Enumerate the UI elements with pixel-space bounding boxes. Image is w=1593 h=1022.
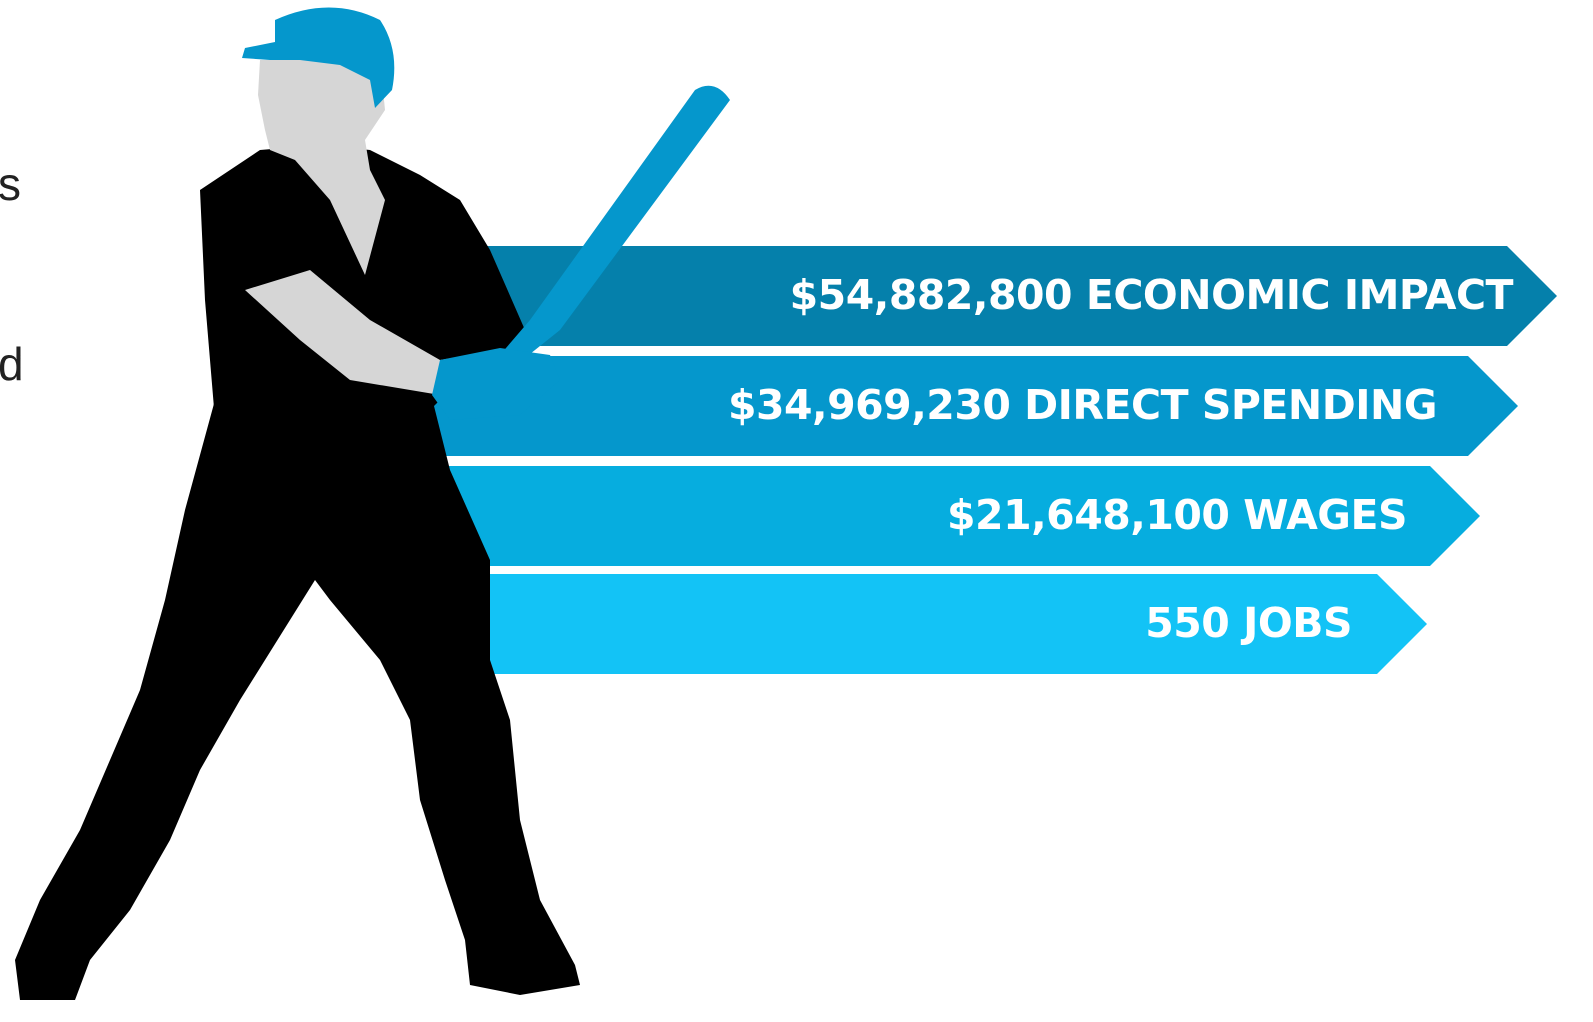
torso: [200, 145, 525, 430]
banner-arrow: [425, 466, 1480, 566]
banner-arrow: [470, 574, 1427, 674]
bat: [500, 85, 730, 370]
cut-off-text: s: [0, 158, 21, 210]
banner-arrow: [470, 246, 1557, 346]
head: [258, 60, 385, 275]
banner-label: $21,648,100 WAGES: [947, 491, 1407, 539]
banner-label: $34,969,230 DIRECT SPENDING: [728, 381, 1437, 429]
banners: $54,882,800 ECONOMIC IMPACT $34,969,230 D…: [420, 246, 1557, 674]
banner-arrow: [420, 356, 1518, 456]
legs: [15, 390, 580, 1000]
banner-label: 550 JOBS: [1145, 599, 1352, 647]
glove: [432, 348, 560, 420]
cut-off-text: d: [0, 338, 24, 390]
banner-label: $54,882,800 ECONOMIC IMPACT: [790, 271, 1514, 319]
cap: [242, 7, 395, 108]
batter-silhouette: [15, 7, 730, 1000]
